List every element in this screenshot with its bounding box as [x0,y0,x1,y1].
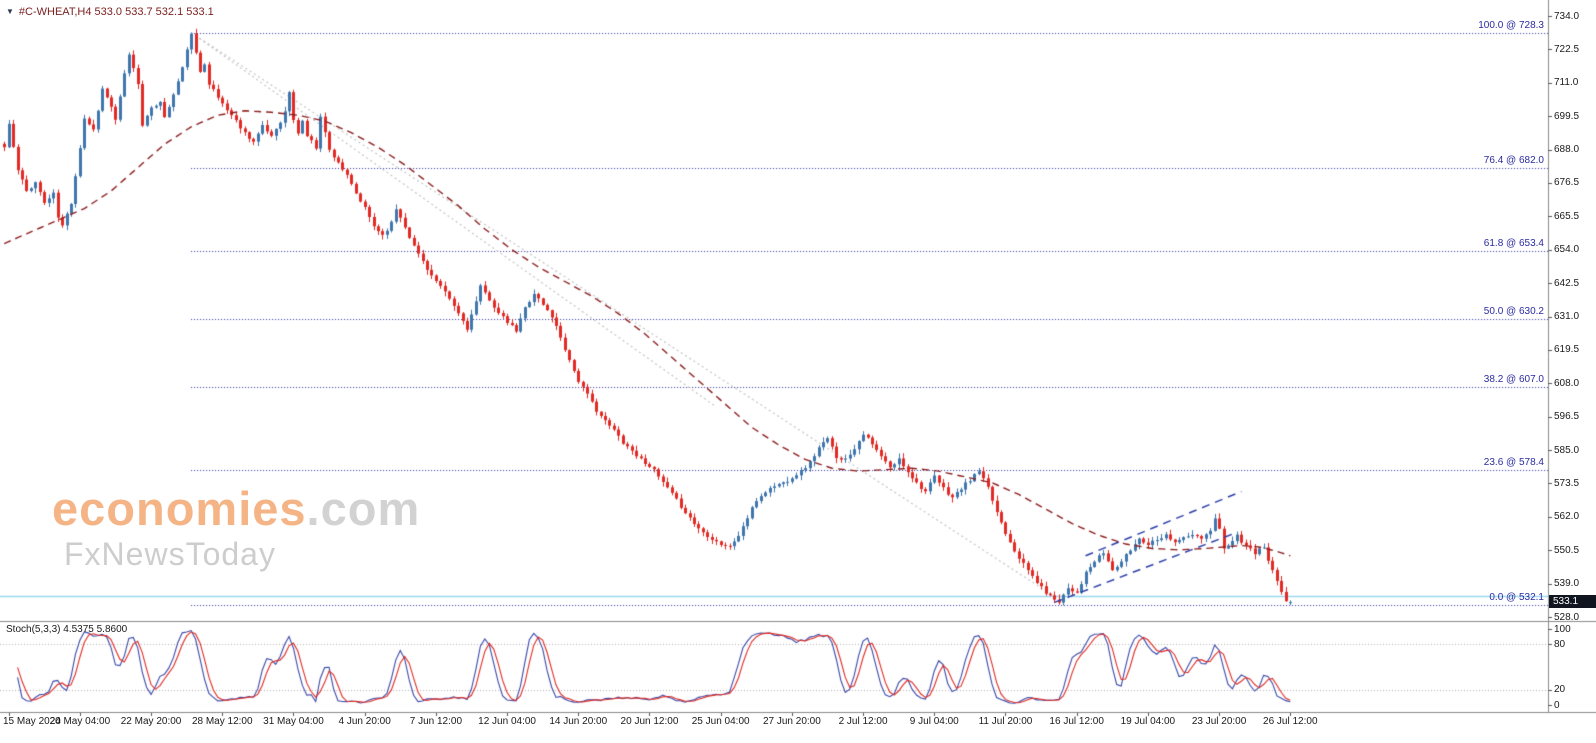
chart-header: ▼ #C-WHEAT,H4 533.0 533.7 532.1 533.1 [6,6,214,18]
logo-triangle-icon: ▼ [6,7,14,16]
symbol-ohlc-text: #C-WHEAT,H4 533.0 533.7 532.1 533.1 [18,6,214,18]
current-price-badge: 533.1 [1549,595,1596,609]
indicator-label: Stoch(5,3,3) 4.5375 5.8600 [6,624,128,635]
